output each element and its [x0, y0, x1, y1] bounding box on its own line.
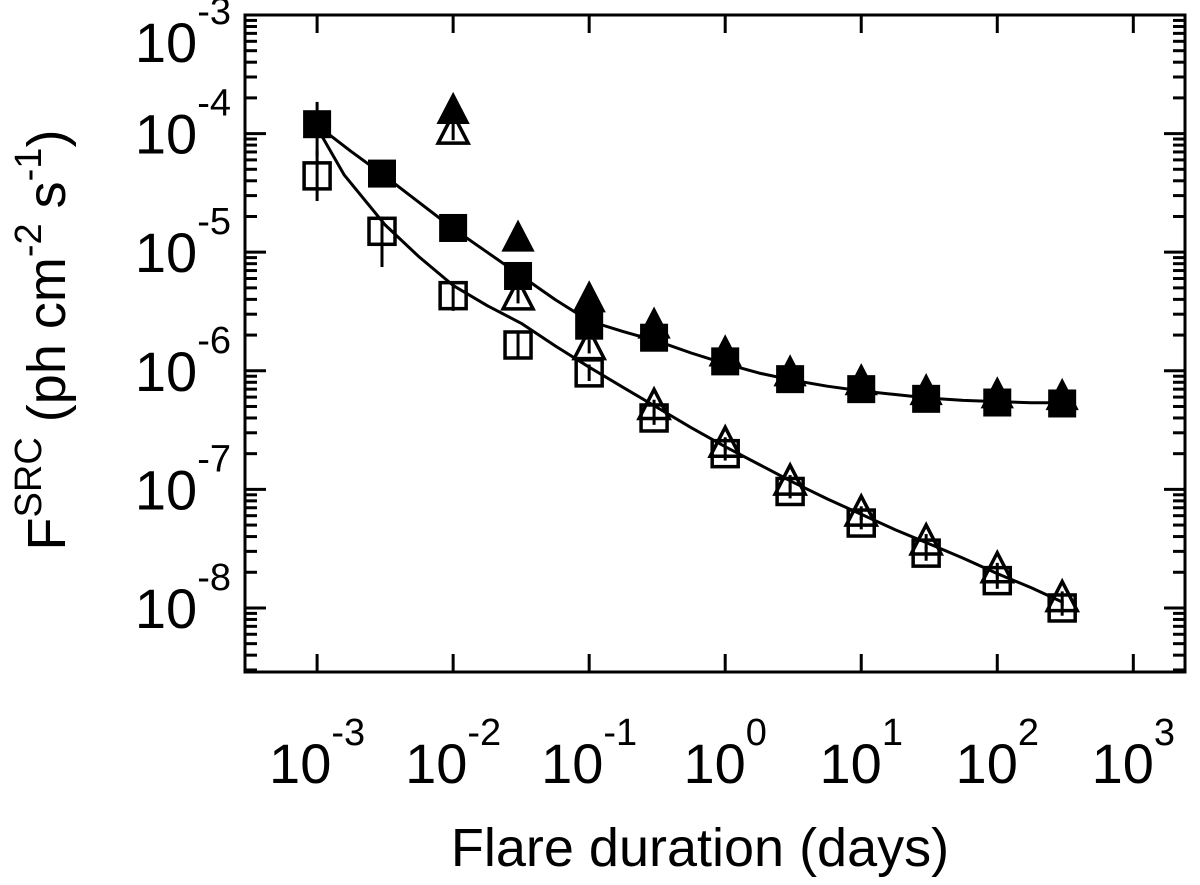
filled-triangle-marker	[1045, 377, 1079, 411]
open-triangle-marker	[908, 521, 945, 556]
filled-triangle-marker	[637, 306, 671, 339]
x-tick-label: 10-3	[269, 712, 365, 795]
open-triangle-marker	[1044, 577, 1081, 613]
open-triangle-marker	[772, 461, 808, 496]
open-triangle-marker	[435, 110, 472, 145]
series-open-squares	[302, 161, 1077, 623]
x-tick-label: 102	[956, 712, 1039, 795]
y-tick-labels: 10-3 10-4 10-5 10-6 10-7 10-8	[135, 0, 231, 640]
y-axis-title: FSRC (ph cm-2 s-1)	[8, 130, 77, 551]
open-series-fit	[315, 126, 1063, 604]
filled-triangle-marker	[501, 219, 535, 252]
error-bars	[315, 101, 1064, 616]
series-filled-triangles	[436, 91, 1079, 411]
y-tick-label: 10-7	[135, 438, 231, 521]
filled-triangle-marker	[909, 373, 943, 406]
filled-triangle-marker	[773, 354, 807, 387]
open-triangle-marker	[979, 548, 1016, 584]
open-triangle-marker	[843, 492, 880, 527]
x-tick-label: 100	[683, 712, 766, 795]
filled-square-marker	[439, 213, 468, 242]
filled-triangle-marker	[436, 91, 470, 125]
x-tick-label: 10-2	[405, 712, 501, 795]
filled-square-marker	[575, 311, 604, 340]
filled-triangle-marker	[708, 334, 742, 367]
x-axis-title: Flare duration (days)	[451, 818, 949, 878]
y-tick-label: 10-8	[135, 557, 231, 640]
fit-lines	[315, 124, 1063, 604]
open-square-marker	[438, 280, 468, 311]
series-open-triangles	[435, 110, 1081, 613]
open-triangle-marker	[571, 325, 608, 361]
open-square-marker	[367, 216, 397, 247]
x-tick-label: 101	[820, 712, 903, 795]
filled-triangle-marker	[572, 280, 606, 313]
open-square-marker	[302, 161, 332, 191]
y-tick-label: 10-6	[135, 320, 231, 403]
x-tick-label: 103	[1092, 712, 1175, 795]
filled-square-marker	[303, 110, 332, 139]
y-tick-label: 10-4	[135, 83, 231, 166]
x-tick-label: 10-1	[541, 712, 637, 795]
filled-square-marker	[504, 261, 533, 290]
open-triangle-marker	[636, 385, 672, 421]
axis-ticks	[245, 13, 1185, 672]
plot-frame	[243, 13, 1187, 674]
filled-triangle-marker	[980, 376, 1014, 409]
open-square-marker	[503, 330, 533, 360]
open-triangle-marker	[500, 276, 536, 311]
filled-square-marker	[368, 159, 397, 188]
y-tick-label: 10-3	[135, 0, 231, 74]
filled-triangle-marker	[844, 363, 878, 396]
open-triangle-marker	[707, 423, 744, 459]
x-tick-labels: 10-3 10-2 10-1 100 101 102 103	[269, 712, 1175, 795]
series-filled-squares	[303, 110, 1077, 418]
y-tick-label: 10-5	[135, 201, 231, 284]
